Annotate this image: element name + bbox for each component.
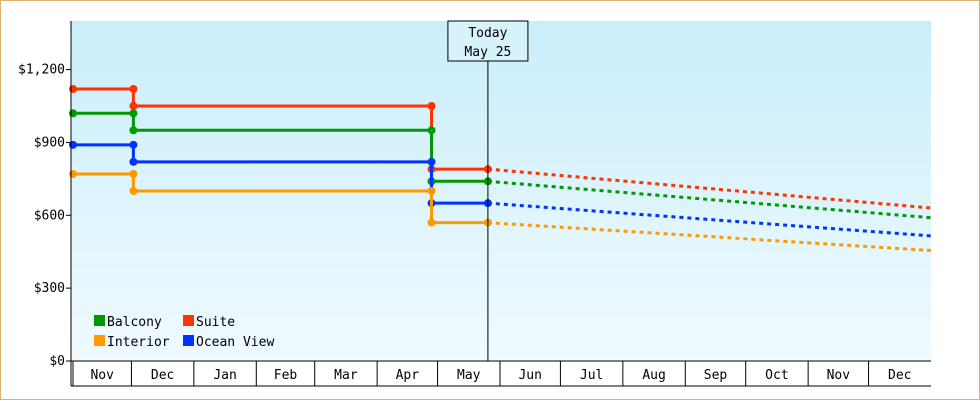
legend-label-balcony: Balcony bbox=[107, 315, 162, 330]
legend-label-ocean-view: Ocean View bbox=[196, 335, 274, 350]
legend-swatch-interior bbox=[94, 335, 105, 346]
legend-swatch-suite bbox=[183, 315, 194, 326]
series-point-interior bbox=[129, 170, 138, 178]
today-box bbox=[447, 20, 529, 62]
series-forecast-ocean-view bbox=[487, 201, 932, 238]
x-axis: Nov Dec Jan Feb Mar Apr May Jun Jul Aug Sep Oct Nov D… bbox=[71, 361, 931, 387]
today-date: May 25 bbox=[464, 45, 511, 60]
y-tick-label: $0 bbox=[49, 354, 65, 369]
series-point-ocean-view bbox=[129, 157, 138, 166]
month-label: Jun bbox=[518, 368, 541, 383]
series-line-ocean-view bbox=[73, 143, 488, 205]
series-point-balcony bbox=[427, 126, 436, 135]
series-point-balcony bbox=[129, 126, 138, 135]
series-lines bbox=[69, 85, 932, 252]
y-tick-label: $600 bbox=[34, 208, 65, 223]
series-line-balcony bbox=[73, 111, 488, 183]
month-label: Nov bbox=[90, 368, 114, 383]
month-label: Dec bbox=[888, 368, 911, 383]
series-point-interior bbox=[427, 218, 436, 227]
series-point-suite bbox=[427, 102, 436, 110]
series-forecast-interior bbox=[487, 221, 932, 252]
y-tick-label: $1,200 bbox=[18, 63, 65, 78]
today-marker: Today May 25 bbox=[447, 20, 529, 361]
month-label: Jan bbox=[213, 368, 236, 383]
month-label: Sep bbox=[704, 368, 728, 383]
series-point-ocean-view bbox=[427, 157, 436, 166]
month-label: Nov bbox=[827, 368, 851, 383]
series-point-ocean-view bbox=[69, 140, 78, 149]
series-point-suite bbox=[129, 85, 138, 93]
series-point-balcony bbox=[129, 109, 138, 118]
series-point-balcony bbox=[69, 109, 78, 118]
month-label: Mar bbox=[334, 368, 358, 383]
y-axis-ticks: $0 $300 $600 $900 $1,200 bbox=[18, 63, 71, 369]
y-tick-label: $300 bbox=[34, 281, 65, 296]
series-line-suite bbox=[73, 87, 488, 171]
month-label: Aug bbox=[642, 368, 665, 383]
legend-swatch-ocean-view bbox=[183, 335, 194, 346]
month-label: May bbox=[457, 368, 481, 383]
series-point-ocean-view bbox=[129, 140, 138, 149]
series-point-interior bbox=[69, 170, 78, 178]
y-tick-label: $900 bbox=[34, 135, 65, 150]
series-forecast-suite bbox=[487, 167, 932, 210]
legend-swatch-balcony bbox=[94, 315, 105, 326]
month-label: Feb bbox=[274, 368, 298, 383]
month-label: Apr bbox=[396, 368, 420, 383]
series-point-interior bbox=[427, 187, 436, 195]
legend-label-interior: Interior bbox=[107, 335, 170, 350]
series-point-interior bbox=[129, 187, 138, 195]
month-label: Oct bbox=[765, 368, 788, 383]
legend: Balcony Suite Interior Ocean View bbox=[94, 315, 274, 350]
month-label: Dec bbox=[151, 368, 174, 383]
legend-label-suite: Suite bbox=[196, 315, 235, 330]
series-forecast-balcony bbox=[487, 179, 932, 220]
month-label: Jul bbox=[580, 368, 603, 383]
series-point-suite bbox=[129, 102, 138, 110]
series-line-interior bbox=[73, 172, 488, 225]
today-label: Today bbox=[468, 26, 507, 41]
series-point-suite bbox=[69, 85, 78, 93]
